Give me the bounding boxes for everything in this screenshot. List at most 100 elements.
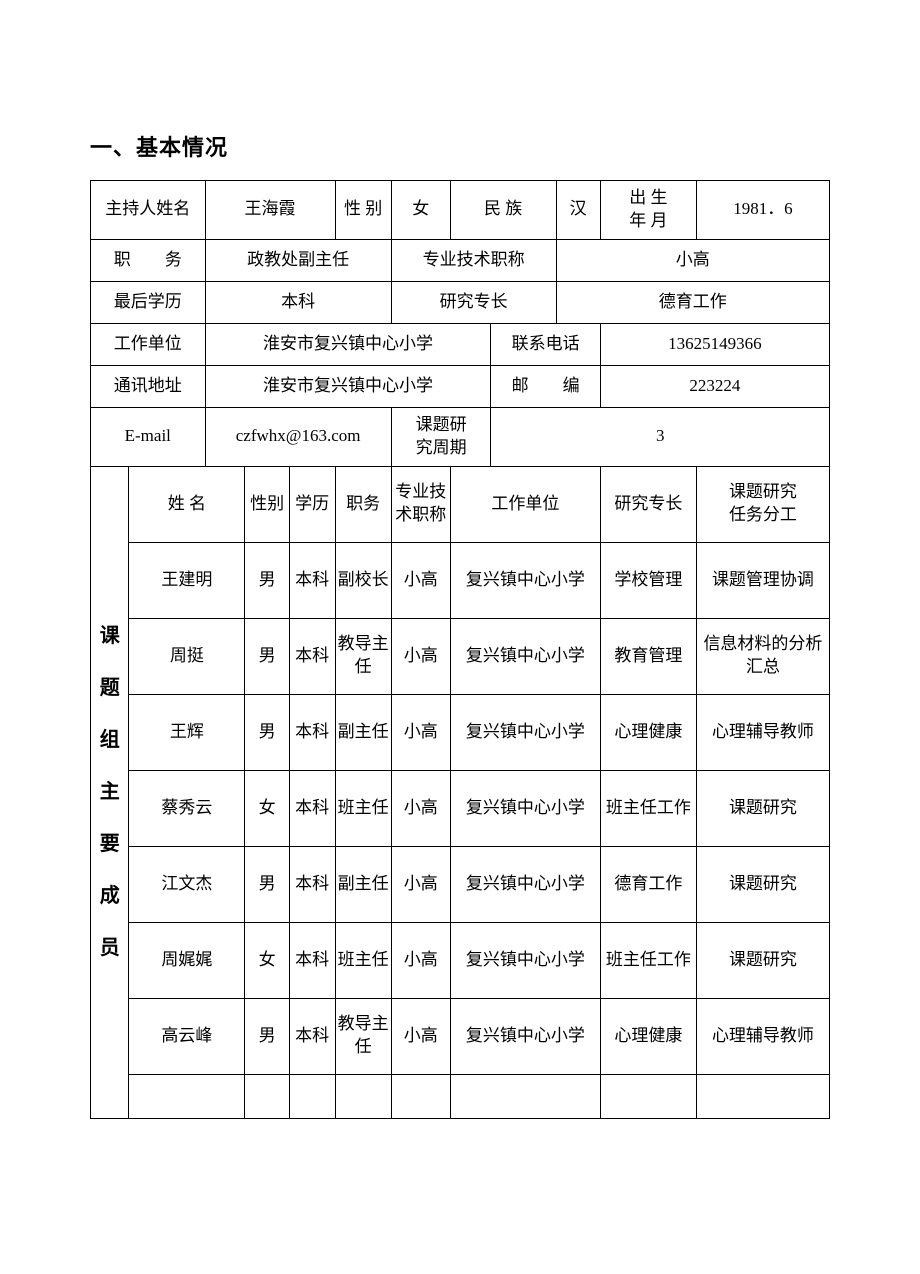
label-postcode: 邮 编 bbox=[491, 365, 600, 407]
table-row: 班主任 bbox=[335, 770, 391, 846]
value-postcode: 223224 bbox=[600, 365, 829, 407]
table-row: 男 bbox=[245, 846, 289, 922]
value-email: czfwhx@163.com bbox=[205, 407, 391, 466]
table-row: 江文杰 bbox=[129, 846, 245, 922]
table-row: 本科 bbox=[289, 542, 335, 618]
value-pro-title: 小高 bbox=[556, 239, 830, 281]
col-name: 姓 名 bbox=[129, 466, 245, 542]
table-row: 王建明 bbox=[129, 542, 245, 618]
table-row: 教导主任 bbox=[335, 618, 391, 694]
table-row: 副校长 bbox=[335, 542, 391, 618]
table-row: 小高 bbox=[391, 694, 450, 770]
col-specialty: 研究专长 bbox=[600, 466, 696, 542]
value-work-unit: 淮安市复兴镇中心小学 bbox=[205, 323, 491, 365]
table-row bbox=[600, 1074, 696, 1118]
value-address: 淮安市复兴镇中心小学 bbox=[205, 365, 491, 407]
table-row bbox=[450, 1074, 600, 1118]
label-address: 通讯地址 bbox=[91, 365, 206, 407]
members-section-label: 课 题 组 主 要 成 员 bbox=[91, 466, 129, 1118]
table-row: 小高 bbox=[391, 922, 450, 998]
col-work-unit: 工作单位 bbox=[450, 466, 600, 542]
table-row: 女 bbox=[245, 770, 289, 846]
label-gender: 性 别 bbox=[335, 181, 391, 240]
table-row: 教育管理 bbox=[600, 618, 696, 694]
table-row: 女 bbox=[245, 922, 289, 998]
label-birth: 出 生 年 月 bbox=[600, 181, 696, 240]
table-row: 本科 bbox=[289, 846, 335, 922]
table-row: 课题研究 bbox=[696, 770, 829, 846]
value-edu: 本科 bbox=[205, 281, 391, 323]
table-row: 副主任 bbox=[335, 846, 391, 922]
table-row bbox=[245, 1074, 289, 1118]
table-row: 王辉 bbox=[129, 694, 245, 770]
table-row: 男 bbox=[245, 618, 289, 694]
table-row: 复兴镇中心小学 bbox=[450, 694, 600, 770]
table-row: 信息材料的分析汇总 bbox=[696, 618, 829, 694]
table-row: 周娓娓 bbox=[129, 922, 245, 998]
table-row bbox=[391, 1074, 450, 1118]
col-gender: 性别 bbox=[245, 466, 289, 542]
label-edu: 最后学历 bbox=[91, 281, 206, 323]
label-email: E-mail bbox=[91, 407, 206, 466]
table-row: 蔡秀云 bbox=[129, 770, 245, 846]
table-row: 复兴镇中心小学 bbox=[450, 770, 600, 846]
table-row bbox=[129, 1074, 245, 1118]
table-row: 男 bbox=[245, 694, 289, 770]
table-row bbox=[696, 1074, 829, 1118]
table-row: 课题研究 bbox=[696, 922, 829, 998]
table-row: 本科 bbox=[289, 618, 335, 694]
value-period: 3 bbox=[491, 407, 830, 466]
table-row: 本科 bbox=[289, 694, 335, 770]
table-row: 班主任工作 bbox=[600, 770, 696, 846]
table-row: 课题研究 bbox=[696, 846, 829, 922]
table-row: 学校管理 bbox=[600, 542, 696, 618]
col-edu: 学历 bbox=[289, 466, 335, 542]
table-row: 复兴镇中心小学 bbox=[450, 618, 600, 694]
basic-info-table: 主持人姓名 王海霞 性 别 女 民 族 汉 出 生 年 月 1981．6 职 务… bbox=[90, 180, 830, 1119]
value-gender: 女 bbox=[391, 181, 450, 240]
value-specialty: 德育工作 bbox=[556, 281, 830, 323]
table-row: 男 bbox=[245, 998, 289, 1074]
table-row: 周挺 bbox=[129, 618, 245, 694]
label-work-unit: 工作单位 bbox=[91, 323, 206, 365]
table-row: 本科 bbox=[289, 770, 335, 846]
table-row: 心理辅导教师 bbox=[696, 998, 829, 1074]
table-row: 班主任工作 bbox=[600, 922, 696, 998]
table-row: 小高 bbox=[391, 542, 450, 618]
table-row: 小高 bbox=[391, 846, 450, 922]
table-row bbox=[289, 1074, 335, 1118]
table-row: 本科 bbox=[289, 922, 335, 998]
label-ethnicity: 民 族 bbox=[450, 181, 556, 240]
value-phone: 13625149366 bbox=[600, 323, 829, 365]
table-row: 小高 bbox=[391, 770, 450, 846]
label-pro-title: 专业技术职称 bbox=[391, 239, 556, 281]
value-position: 政教处副主任 bbox=[205, 239, 391, 281]
table-row: 复兴镇中心小学 bbox=[450, 922, 600, 998]
table-row: 教导主任 bbox=[335, 998, 391, 1074]
label-specialty: 研究专长 bbox=[391, 281, 556, 323]
table-row: 班主任 bbox=[335, 922, 391, 998]
table-row: 复兴镇中心小学 bbox=[450, 846, 600, 922]
table-row: 副主任 bbox=[335, 694, 391, 770]
table-row: 高云峰 bbox=[129, 998, 245, 1074]
table-row: 复兴镇中心小学 bbox=[450, 542, 600, 618]
value-host-name: 王海霞 bbox=[205, 181, 335, 240]
col-pro-title: 专业技术职称 bbox=[391, 466, 450, 542]
col-task: 课题研究 任务分工 bbox=[696, 466, 829, 542]
table-row: 本科 bbox=[289, 998, 335, 1074]
value-birth: 1981．6 bbox=[696, 181, 829, 240]
table-row: 复兴镇中心小学 bbox=[450, 998, 600, 1074]
table-row: 德育工作 bbox=[600, 846, 696, 922]
table-row: 小高 bbox=[391, 998, 450, 1074]
label-phone: 联系电话 bbox=[491, 323, 600, 365]
table-row: 心理健康 bbox=[600, 694, 696, 770]
label-position: 职 务 bbox=[91, 239, 206, 281]
table-row: 心理健康 bbox=[600, 998, 696, 1074]
table-row: 心理辅导教师 bbox=[696, 694, 829, 770]
col-position: 职务 bbox=[335, 466, 391, 542]
value-ethnicity: 汉 bbox=[556, 181, 600, 240]
label-host-name: 主持人姓名 bbox=[91, 181, 206, 240]
table-row: 课题管理协调 bbox=[696, 542, 829, 618]
label-period: 课题研 究周期 bbox=[391, 407, 491, 466]
section-heading: 一、基本情况 bbox=[90, 130, 830, 162]
